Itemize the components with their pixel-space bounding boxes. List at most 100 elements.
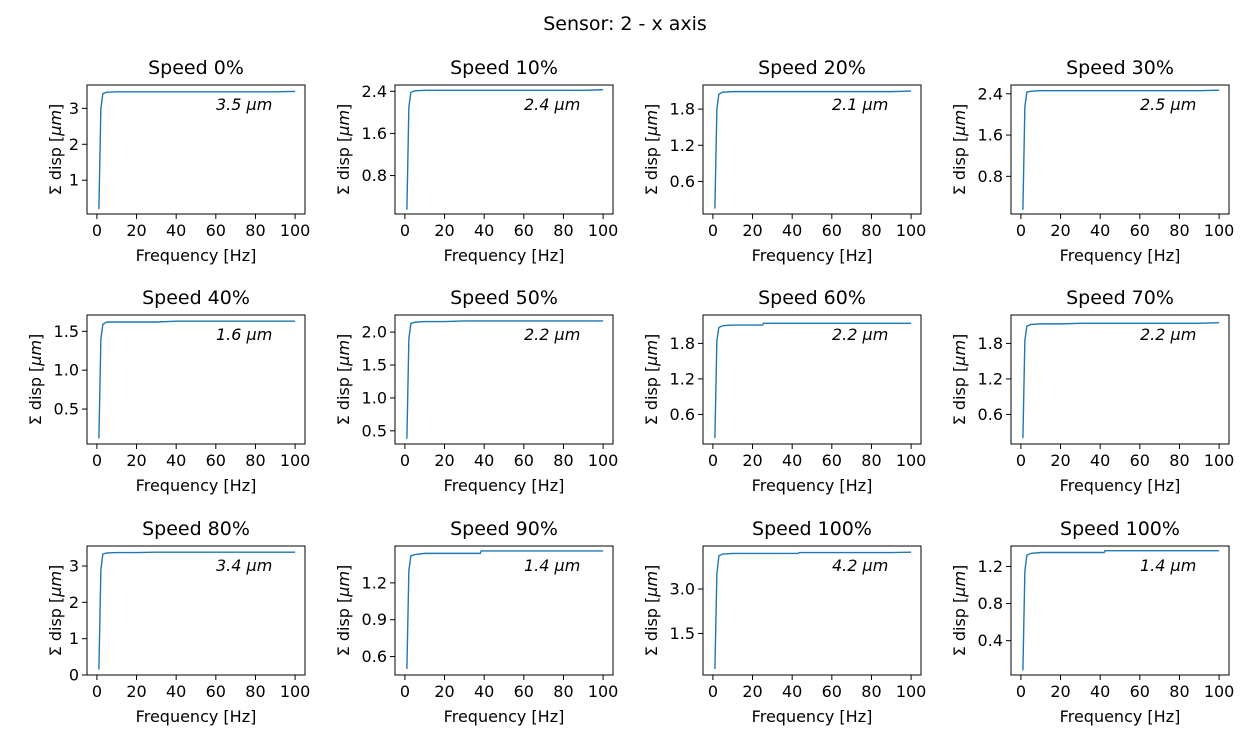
subplot-title: Speed 100% [1060,518,1180,540]
y-tick-label: 0.5 [54,400,79,419]
x-tick-label: 0 [1016,682,1026,701]
x-tick-label: 0 [708,221,718,240]
y-tick-label: 1.2 [670,136,695,155]
x-tick-label: 40 [474,221,494,240]
y-axis-label: Σ disp [μm] [46,565,65,657]
y-tick-label: 3 [69,556,79,575]
y-tick-label: 2.0 [362,323,387,342]
x-tick-label: 60 [514,682,534,701]
x-tick-label: 80 [1169,451,1189,470]
x-tick-label: 80 [861,682,881,701]
subplot-title: Speed 80% [142,518,250,540]
x-axis-label: Frequency [Hz] [136,476,257,495]
x-axis-label: Frequency [Hz] [444,246,565,265]
subplot-title: Speed 90% [450,518,558,540]
x-tick-label: 80 [245,451,265,470]
subplot: Speed 80% 0 20 40 60 80 100 0 1 2 3 Frequency [Hz] Σ… [46,518,310,726]
x-axis-label: Frequency [Hz] [444,476,565,495]
annotation-text: 2.4 μm [524,95,580,114]
x-tick-label: 20 [126,451,146,470]
x-tick-label: 80 [245,221,265,240]
y-tick-label: 1.2 [362,573,387,592]
y-axis-label: Σ disp [μm] [334,565,353,657]
subplot-title: Speed 60% [758,287,866,309]
x-tick-label: 0 [92,451,102,470]
series-line [714,322,912,439]
y-tick-label: 3.0 [670,580,695,599]
x-tick-label: 60 [206,221,226,240]
x-axis-label: Frequency [Hz] [752,246,873,265]
y-tick-label: 0.6 [670,405,695,424]
subplot: Speed 90% 0 20 40 60 80 100 0.6 0.9 1.2 Frequency … [334,518,618,726]
x-tick-label: 80 [861,451,881,470]
plot-frame [394,545,614,676]
y-tick-label: 3 [69,99,79,118]
x-tick-label: 40 [166,221,186,240]
x-tick-label: 100 [896,221,927,240]
plot-frame [86,545,306,676]
x-tick-label: 100 [280,221,311,240]
y-axis-label: Σ disp [μm] [950,104,969,196]
x-tick-label: 40 [474,451,494,470]
x-tick-label: 40 [782,221,802,240]
x-axis-label: Frequency [Hz] [1060,476,1181,495]
x-tick-label: 40 [782,451,802,470]
x-axis-label: Frequency [Hz] [136,707,257,726]
x-tick-label: 20 [434,682,454,701]
series-line [714,551,912,670]
y-tick-label: 2.4 [362,82,387,101]
y-tick-label: 0.4 [978,631,1003,650]
x-tick-label: 0 [1016,451,1026,470]
y-tick-label: 1 [69,629,79,648]
x-tick-label: 100 [1204,451,1235,470]
x-tick-label: 20 [126,682,146,701]
y-tick-label: 0.8 [978,167,1003,186]
subplot-title: Speed 100% [752,518,872,540]
x-tick-label: 60 [1130,682,1150,701]
series-line [98,551,296,670]
x-tick-label: 60 [1130,451,1150,470]
y-tick-label: 0.5 [362,421,387,440]
y-tick-label: 0.6 [362,647,387,666]
plot-frame [1010,84,1230,215]
y-tick-label: 1.2 [978,557,1003,576]
series-line [1022,549,1220,671]
subplot: Speed 20% 0 20 40 60 80 100 0.6 1.2 1.8 Frequency … [642,57,926,265]
y-axis-label: Σ disp [μm] [642,334,661,426]
y-axis-label: Σ disp [μm] [46,104,65,196]
subplot-title: Speed 30% [1066,57,1174,79]
series-line [406,320,604,439]
subplot: Speed 100% 0 20 40 60 80 100 0.4 0.8 1.2 Frequency… [950,518,1234,726]
x-tick-label: 100 [1204,682,1235,701]
subplot: Speed 50% 0 20 40 60 80 100 0.5 1.0 1.5 2.0 Frequen… [334,287,618,495]
x-tick-label: 0 [400,221,410,240]
x-tick-label: 20 [434,221,454,240]
y-tick-label: 1.6 [362,124,387,143]
x-tick-label: 100 [588,221,619,240]
x-tick-label: 100 [896,451,927,470]
subplot-title: Speed 10% [450,57,558,79]
annotation-text: 2.1 μm [832,95,888,114]
x-tick-label: 20 [1050,451,1070,470]
plot-frame [702,84,922,215]
annotation-text: 2.2 μm [1140,325,1196,344]
series-line [406,89,604,210]
figure-title: Sensor: 2 - x axis [543,13,707,35]
y-tick-label: 1.0 [362,388,387,407]
x-axis-label: Frequency [Hz] [1060,246,1181,265]
y-axis-label: Σ disp [μm] [334,334,353,426]
y-tick-label: 0.8 [978,594,1003,613]
plot-frame [702,314,922,445]
x-tick-label: 60 [822,221,842,240]
y-axis-label: Σ disp [μm] [950,565,969,657]
x-axis-label: Frequency [Hz] [136,246,257,265]
y-axis-label: Σ disp [μm] [642,104,661,196]
annotation-text: 3.4 μm [216,556,272,575]
y-tick-label: 0.6 [670,172,695,191]
x-tick-label: 20 [1050,221,1070,240]
y-tick-label: 0 [69,666,79,685]
x-tick-label: 0 [400,451,410,470]
subplot: Speed 70% 0 20 40 60 80 100 0.6 1.2 1.8 Frequency … [950,287,1234,495]
